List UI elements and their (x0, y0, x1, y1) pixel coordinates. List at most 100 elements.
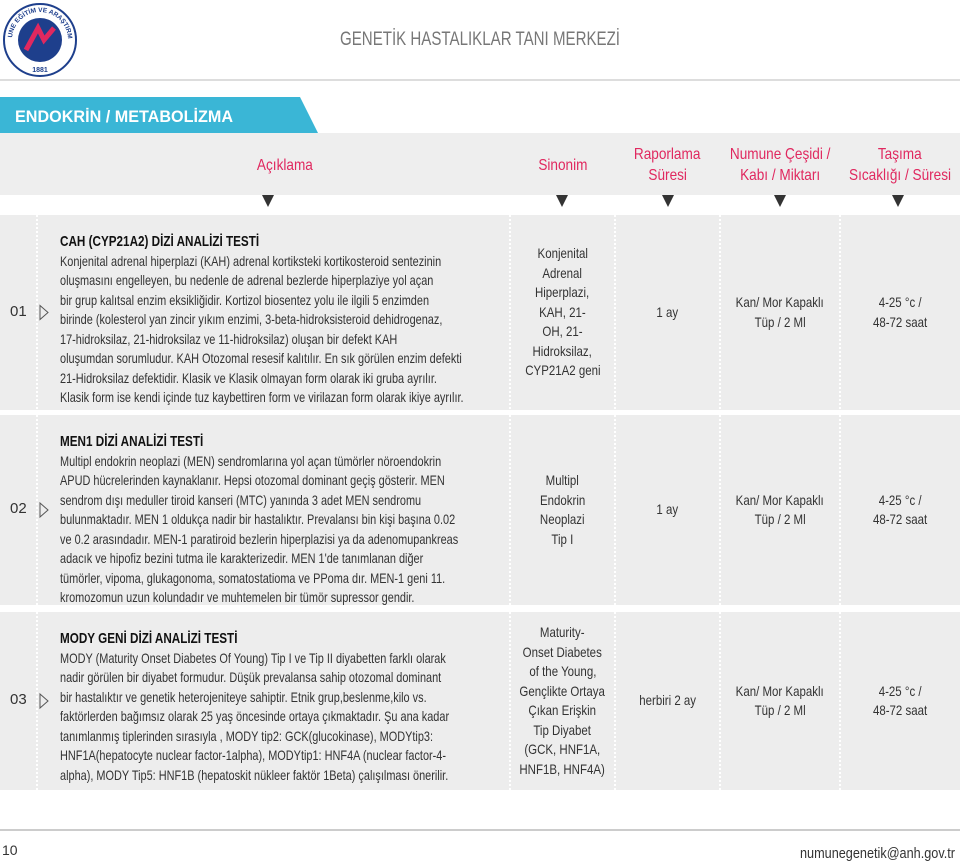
section-title: ENDOKRİN / METABOLİZMA (15, 107, 233, 126)
row-background (0, 612, 960, 790)
sample-line: Kan/ Mor Kapaklı (735, 682, 825, 699)
row-arrow (39, 692, 49, 710)
report-cell: 1 ay (615, 415, 720, 605)
column-header: Açıklama (60, 135, 510, 195)
column-header-line: Sıcaklığı / Süresi (848, 167, 952, 184)
synonym-cell: Konjenital Adrenal Hiperplazi, KAH, 21- OH, … (510, 215, 615, 410)
transport-line: 4-25 °c / (878, 294, 922, 310)
row-number: 03 (10, 691, 27, 708)
description-line: kromozomun uzun kolundadır ve muhtemelen… (60, 589, 415, 605)
column-arrows (262, 195, 904, 207)
description-line: faktörlerden bağımsız olarak 25 yaş önce… (60, 708, 450, 724)
row-arrow (39, 304, 49, 321)
transport-line: 4-25 °c / (878, 682, 922, 699)
report-cell: 1 ay (615, 215, 720, 410)
row-background (0, 415, 960, 605)
test-title: CAH (CYP21A2) DİZİ ANALİZİ TESTİ (60, 233, 260, 250)
transport-line: 4-25 °c / (878, 491, 922, 508)
synonym-line: of the Young, (528, 663, 597, 679)
synonym-line: (GCK, HNF1A, (524, 741, 601, 757)
description-block: CAH (CYP21A2) DİZİ ANALİZİ TESTİ Konjenit… (60, 232, 528, 408)
transport-cell: 4-25 °c / 48-72 saat (840, 215, 960, 410)
synonym-line: Hiperplazi, (535, 284, 590, 301)
column-header-line: Açıklama (257, 156, 313, 174)
report-line: 1 ay (656, 501, 679, 518)
synonym-line: Konjenital (537, 245, 588, 262)
synonym-line: Endokrin (539, 491, 586, 508)
description-line: APUD hücrelerinden kaynaklanır. Hepsi ot… (60, 472, 445, 488)
section-banner (0, 97, 318, 133)
logo-center (18, 18, 62, 62)
column-header: Sinonim (510, 135, 615, 195)
column-header-line: Raporlama (634, 146, 701, 163)
description-line: sendrom dışı meduller tiroid kanseri (MT… (60, 491, 422, 508)
column-header-line: Sinonim (537, 156, 588, 174)
synonym-line: Maturity- (540, 624, 585, 640)
sample-line: Tüp / 2 Ml (754, 313, 806, 330)
description-line: 21-Hidroksilaz defektidir. Klasik ve Kla… (60, 369, 437, 386)
synonym-line: Çıkan Erişkin (528, 702, 597, 718)
page-number: 10 (2, 842, 18, 858)
column-header-line: Taşıma (878, 146, 922, 163)
synonym-line: Adrenal (542, 264, 583, 281)
description-line: tümörler, vipoma, glukagonoma, somatosta… (60, 569, 446, 586)
synonym-cell: Maturity- Onset Diabetes of the Young, Genç… (510, 612, 615, 790)
sample-cell: Kan/ Mor Kapaklı Tüp / 2 Ml (720, 415, 840, 605)
transport-line: 48-72 saat (872, 313, 928, 330)
description-line: bulunmaktadır. MEN 1 oldukça nadir bir h… (60, 511, 456, 527)
row-arrow (39, 501, 49, 519)
row-background (0, 215, 960, 410)
synonym-line: Onset Diabetes (522, 643, 603, 660)
description-line: nadir görülen bir diyabet formudur. Düşü… (60, 669, 442, 685)
synonym-line: Neoplazi (540, 511, 585, 527)
column-header: Raporlama Süresi (615, 135, 720, 195)
test-title: MODY GENİ DİZİ ANALİZİ TESTİ (60, 630, 238, 647)
sample-line: Kan/ Mor Kapaklı (735, 294, 825, 310)
synonym-line: KAH, 21- (539, 303, 586, 320)
description-line: bir hastalıktır ve genetik heterojenitey… (60, 688, 427, 705)
synonym-line: Tip I (551, 530, 574, 547)
description-line: alpha), MODY Tip5: HNF1B (hepatoskit nük… (60, 766, 449, 783)
sample-line: Kan/ Mor Kapaklı (735, 491, 825, 508)
row-number: 01 (10, 302, 27, 320)
sample-line: Tüp / 2 Ml (754, 511, 806, 527)
description-line: birinde (kolesterol yan zincir yıkım enz… (60, 311, 443, 327)
sample-cell: Kan/ Mor Kapaklı Tüp / 2 Ml (720, 215, 840, 410)
description-line: oluşmasını engelleyen, bu nedenle de adr… (60, 272, 434, 288)
description-line: Klasik form ise kendi içinde tuz kaybett… (60, 389, 464, 405)
synonym-cell: Multipl Endokrin Neoplazi Tip I (510, 415, 615, 605)
logo-mark (23, 22, 56, 52)
description-line: oluşumdan sorumludur. KAH Otozomal reses… (60, 350, 462, 366)
synonym-line: HNF1B, HNF4A) (519, 760, 606, 777)
description-line: Multipl endokrin neoplazi (MEN) sendroml… (60, 452, 442, 469)
footer-email: numunegenetik@anh.gov.tr (800, 845, 955, 862)
description-line: Konjenital adrenal hiperplazi (KAH) adre… (60, 252, 442, 269)
logo-year: 1881 (32, 67, 48, 74)
transport-line: 48-72 saat (872, 511, 928, 527)
description-line: tanımlanmış tiplerinden sırasıyla , MODY… (60, 727, 434, 744)
report-cell: herbiri 2 ay (615, 612, 720, 790)
report-line: 1 ay (656, 303, 679, 320)
test-title: MEN1 DİZİ ANALİZİ TESTİ (60, 433, 204, 450)
synonym-line: Hidroksilaz, (532, 342, 593, 359)
column-header-line: Numune Çeşidi / (729, 146, 831, 163)
description-line: bir grup kalıtsal enzim eksikliğidir. Ko… (60, 291, 430, 308)
sample-line: Tüp / 2 Ml (754, 702, 806, 718)
description-line: HNF1A(hepatocyte nuclear factor-1alpha),… (60, 747, 447, 763)
synonym-line: Multipl (545, 472, 580, 488)
description-line: ve 0.2 arasındadır. MEN-1 paratiroid bez… (60, 530, 459, 547)
column-header: Taşıma Sıcaklığı / Süresi (840, 135, 960, 195)
description-line: adacık ve hipofiz bezini tutma ile karak… (60, 550, 424, 566)
column-header-line: Süresi (648, 167, 687, 184)
synonym-line: CYP21A2 geni (524, 362, 601, 379)
description-line: MODY (Maturity Onset Diabetes Of Young) … (60, 649, 446, 666)
synonym-line: Gençlikte Ortaya (519, 682, 606, 699)
synonym-line: OH, 21- (542, 323, 583, 340)
column-header-line: Kabı / Miktarı (739, 167, 821, 184)
column-header-band (0, 133, 960, 195)
report-line: herbiri 2 ay (639, 692, 696, 709)
column-header: Numune Çeşidi / Kabı / Miktarı (720, 135, 840, 195)
row-number: 02 (10, 500, 27, 517)
